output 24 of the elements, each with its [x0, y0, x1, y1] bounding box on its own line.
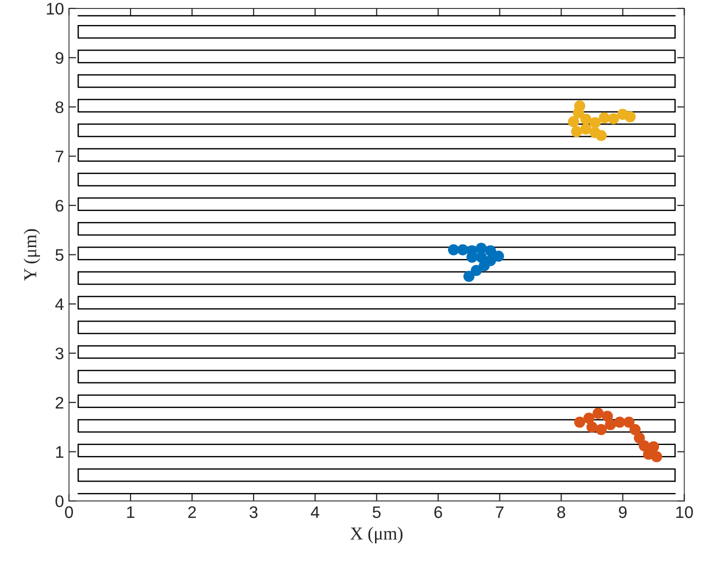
y-tick-label: 3	[56, 348, 64, 360]
y-tick-label: 10	[46, 2, 64, 15]
x-tick-label: 3	[250, 506, 258, 518]
y-tick-label: 6	[56, 200, 64, 212]
x-tick-label: 7	[496, 506, 504, 518]
x-tick-label: 5	[372, 506, 381, 518]
y-tick-label: 2	[56, 396, 64, 408]
x-axis-title: X (μm)	[350, 526, 402, 544]
x-tick-label: 1	[127, 506, 134, 518]
x-tick-label: 6	[434, 506, 442, 518]
x-tick-label: 4	[310, 506, 320, 518]
y-tick-label: 0	[56, 495, 64, 508]
y-tick-label: 9	[56, 52, 64, 64]
x-tick-label: 0	[65, 506, 73, 518]
y-tick-label: 4	[55, 298, 64, 310]
x-tick-label: 10	[676, 506, 693, 518]
y-tick-label: 8	[56, 101, 64, 114]
x-tick-label: 2	[188, 506, 196, 518]
y-tick-label: 5	[56, 249, 64, 261]
y-tick-label: 1	[56, 446, 64, 458]
y-tick-label: 7	[56, 150, 64, 162]
y-axis-title: Y (μm)	[24, 229, 40, 281]
x-tick-label: 9	[618, 506, 627, 518]
x-tick-label: 8	[557, 506, 566, 518]
